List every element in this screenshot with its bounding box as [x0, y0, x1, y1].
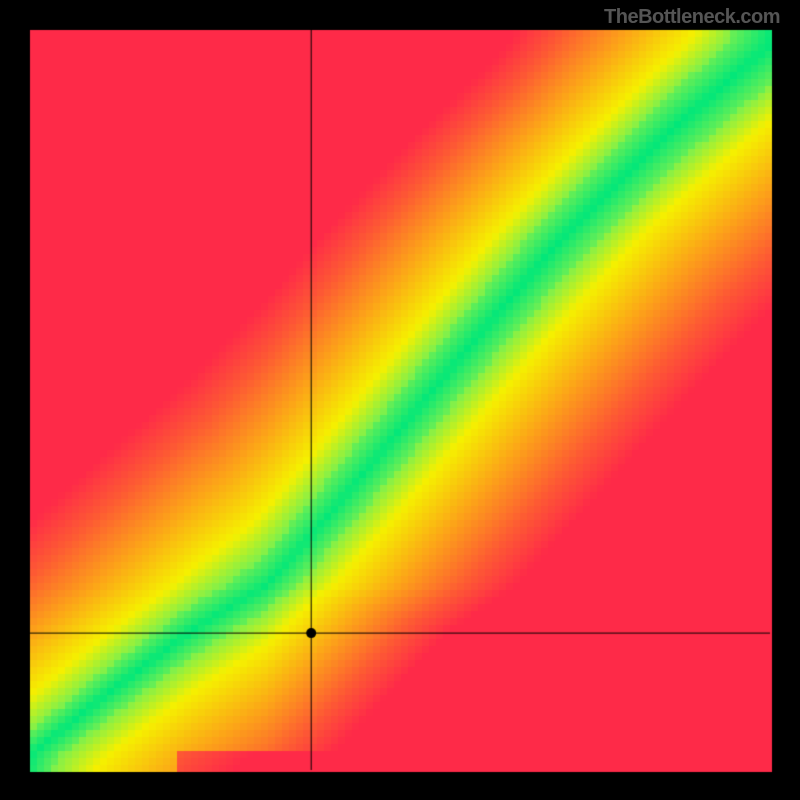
bottleneck-heatmap: [0, 0, 800, 800]
watermark-text: TheBottleneck.com: [604, 6, 780, 29]
